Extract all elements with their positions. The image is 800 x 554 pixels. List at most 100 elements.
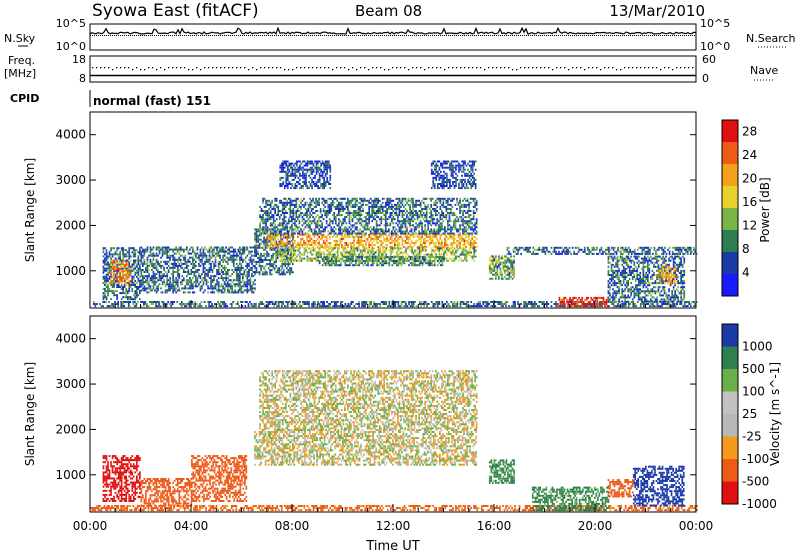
data-cell xyxy=(266,212,269,214)
data-cell xyxy=(333,226,336,229)
data-cell xyxy=(292,244,294,247)
data-cell xyxy=(332,249,335,252)
data-cell xyxy=(277,246,280,249)
data-cell xyxy=(325,212,328,214)
data-cell xyxy=(234,250,237,253)
data-cell xyxy=(523,303,525,305)
data-cell xyxy=(362,301,365,303)
data-cell xyxy=(435,253,438,256)
data-cell xyxy=(217,285,220,288)
data-cell xyxy=(683,303,686,305)
data-cell xyxy=(441,264,444,267)
data-cell xyxy=(388,224,390,227)
data-cell xyxy=(362,210,364,212)
data-cell xyxy=(117,276,120,279)
data-cell xyxy=(351,214,354,217)
data-cell xyxy=(483,305,486,308)
data-cell xyxy=(367,262,369,265)
data-cell xyxy=(353,230,355,233)
data-cell xyxy=(154,289,156,292)
data-cell xyxy=(229,275,232,278)
data-cell xyxy=(357,232,360,235)
data-cell xyxy=(380,233,383,236)
data-cell xyxy=(110,247,112,250)
data-cell xyxy=(164,246,167,249)
data-cell xyxy=(275,250,277,253)
data-cell xyxy=(354,226,357,229)
data-cell xyxy=(158,262,161,265)
data-cell xyxy=(303,301,306,303)
data-cell xyxy=(296,249,298,252)
data-cell xyxy=(362,203,364,206)
data-cell xyxy=(347,210,349,212)
data-cell xyxy=(395,212,398,214)
data-cell xyxy=(405,259,407,262)
data-cell xyxy=(295,224,298,227)
data-cell xyxy=(281,238,284,241)
data-cell xyxy=(146,248,149,251)
data-cell xyxy=(282,248,285,251)
nave-point xyxy=(416,67,418,69)
data-cell xyxy=(344,235,346,238)
data-cell xyxy=(107,273,109,276)
data-cell xyxy=(441,242,443,244)
data-cell xyxy=(274,208,276,210)
data-cell xyxy=(260,267,262,270)
data-cell xyxy=(281,224,284,227)
data-cell xyxy=(324,235,326,238)
data-cell xyxy=(136,259,138,262)
nave-point xyxy=(572,67,574,69)
data-cell xyxy=(480,305,483,308)
data-cell xyxy=(353,216,355,219)
data-cell xyxy=(149,285,152,288)
data-cell xyxy=(225,250,227,253)
data-cell xyxy=(304,212,307,214)
data-cell xyxy=(146,275,149,278)
data-cell xyxy=(202,283,205,286)
data-cell xyxy=(155,273,158,276)
data-cell xyxy=(373,259,375,262)
data-cell xyxy=(353,210,355,212)
data-cell xyxy=(255,261,258,263)
data-cell xyxy=(611,301,613,303)
data-cell xyxy=(210,285,212,288)
data-cell xyxy=(289,228,291,231)
data-cell xyxy=(431,242,434,244)
data-cell xyxy=(166,273,168,276)
data-cell xyxy=(377,228,379,231)
nave-point xyxy=(208,67,210,69)
data-cell xyxy=(143,285,146,288)
data-cell xyxy=(269,228,272,231)
data-cell xyxy=(464,255,466,258)
data-cell xyxy=(418,264,421,267)
data-cell xyxy=(295,244,298,246)
data-cell xyxy=(453,259,456,262)
data-cell xyxy=(365,203,367,206)
data-cell xyxy=(187,279,190,282)
data-cell xyxy=(102,301,104,303)
data-cell xyxy=(137,301,139,303)
data-cell xyxy=(371,247,374,250)
data-cell xyxy=(292,208,295,210)
data-cell xyxy=(167,285,170,288)
data-cell xyxy=(306,216,308,219)
data-cell xyxy=(470,305,472,308)
data-cell xyxy=(359,239,361,242)
data-cell xyxy=(377,235,379,238)
data-cell xyxy=(350,301,353,303)
data-cell xyxy=(425,239,428,242)
data-cell xyxy=(239,260,241,263)
data-cell xyxy=(267,303,269,305)
data-cell xyxy=(158,279,161,282)
data-cell xyxy=(339,242,342,244)
data-cell xyxy=(239,287,241,290)
data-cell xyxy=(178,248,181,251)
data-cell xyxy=(356,235,358,238)
data-cell xyxy=(317,303,319,305)
data-cell xyxy=(360,218,363,221)
data-cell xyxy=(357,230,360,233)
data-cell xyxy=(187,271,190,273)
data-cell xyxy=(371,214,373,217)
data-cell xyxy=(286,305,289,308)
